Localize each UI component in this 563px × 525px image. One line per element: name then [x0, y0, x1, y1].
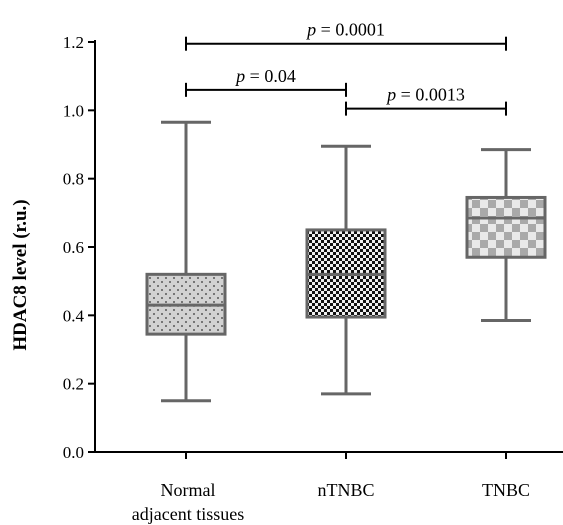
box-1	[145, 120, 227, 403]
y-tick-label: 0.4	[63, 306, 85, 325]
significance-bracket: p = 0.0013	[345, 85, 507, 116]
y-tick-label: 1.2	[63, 33, 84, 52]
y-tick-label: 0.2	[63, 375, 84, 394]
axes: 0.0 0.2 0.4 0.6 0.8 1.0 1.2 Normal adjacent tiss…	[63, 33, 563, 524]
y-tick-label: 0.0	[63, 443, 84, 462]
p-value-label: p = 0.04	[234, 66, 296, 86]
y-tick-label: 1.0	[63, 101, 84, 120]
p-value-label: p = 0.0001	[305, 20, 385, 40]
x-tick-label: TNBC	[482, 480, 530, 500]
x-tick-label: nTNBC	[317, 480, 374, 500]
y-axis-label: HDAC8 level (r.u.)	[10, 199, 31, 350]
box-2	[305, 144, 387, 396]
boxes	[145, 120, 547, 403]
significance-bracket: p = 0.0001	[185, 20, 507, 51]
significance-bracket: p = 0.04	[185, 66, 347, 97]
p-value-label: p = 0.0013	[385, 85, 465, 105]
box-3	[465, 148, 547, 322]
y-tick-label: 0.8	[63, 170, 84, 189]
y-tick-label: 0.6	[63, 238, 84, 257]
iqr-box	[465, 195, 547, 259]
significance-annotations: p = 0.0001 p = 0.04 p = 0.0013	[185, 20, 507, 116]
x-tick-label: adjacent tissues	[132, 504, 244, 524]
x-tick-label: Normal	[161, 480, 216, 500]
